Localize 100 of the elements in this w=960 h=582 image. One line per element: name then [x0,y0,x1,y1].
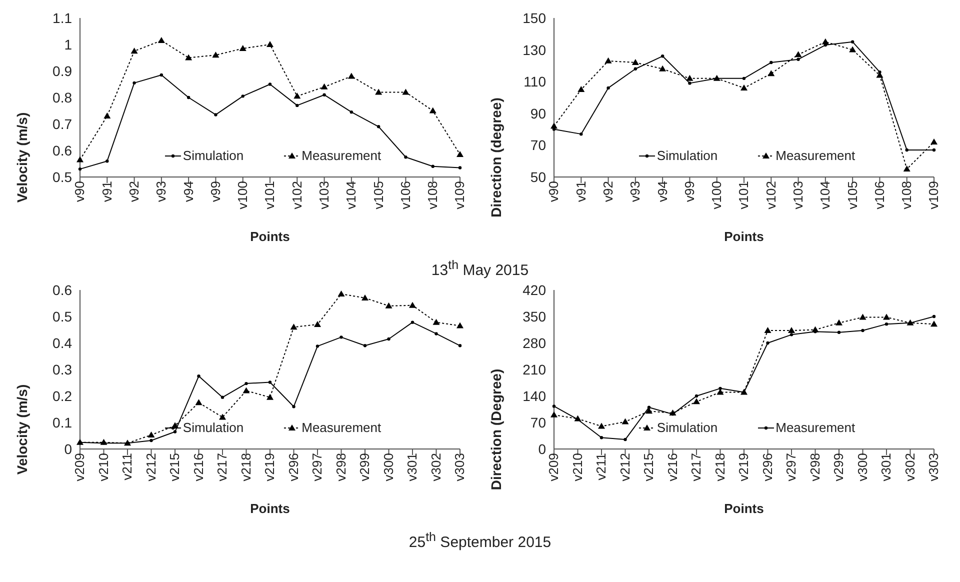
y-tick-label: 0.5 [52,168,72,185]
y-tick-label: 110 [524,74,546,90]
y-axis-title: Velocity (m/s) [14,112,30,203]
x-tick-label: v302 [902,453,918,482]
x-tick-label: v210 [96,453,111,482]
text: 13$^{th}$ May 2015 [430,258,530,280]
x-tick-label: v298 [807,453,822,482]
x-axis-title: Points [250,229,290,244]
x-tick-label: v301 [404,453,420,482]
x-tick-label: v94 [654,181,670,202]
y-tick-label: 1 [64,36,72,52]
y-tick-label: 150 [522,10,546,26]
legend-label: Simulation [182,420,244,435]
x-tick-label: v91 [573,181,588,202]
x-tick-label: v299 [357,453,372,482]
x-tick-label: v104 [818,181,833,210]
y-tick-label: 0.7 [52,116,72,132]
x-tick-label: v104 [344,181,359,210]
x-tick-label: v94 [180,181,196,202]
x-tick-label: v100 [709,181,724,210]
y-tick-label: 0.1 [52,414,72,430]
x-tick-label: v106 [398,181,413,210]
y-axis-title: Direction (Degree) [488,368,504,490]
x-tick-label: v102 [763,181,778,210]
x-tick-label: v108 [425,181,440,210]
x-tick-label: v297 [310,453,325,482]
x-tick-label: v210 [570,453,585,482]
x-tick-label: v109 [926,181,942,210]
y-tick-label: 70 [530,414,546,430]
x-tick-label: v102 [289,181,304,210]
y-tick-label: 130 [522,42,546,58]
y-axis-title: Direction (degree) [488,98,504,218]
x-axis-title: Points [724,229,764,244]
legend-label: Simulation [656,148,718,163]
x-tick-label: v212 [617,453,632,482]
x-tick-label: v302 [428,453,444,482]
y-tick-label: 0.3 [52,361,72,378]
x-tick-label: v101 [736,181,752,210]
x-tick-label: v303 [452,453,468,482]
x-tick-label: v90 [72,181,88,202]
x-tick-label: v99 [208,181,223,202]
legend-label: Simulation [656,420,718,435]
legend-label: Simulation [182,148,244,163]
y-tick-label: 0 [64,440,72,457]
x-tick-label: v93 [628,181,643,202]
x-tick-label: v217 [688,453,704,482]
y-tick-label: 1.1 [52,10,72,26]
x-tick-label: v100 [235,181,250,210]
y-tick-label: 70 [530,137,546,154]
y-tick-label: 0.6 [52,282,72,298]
x-tick-label: v105 [844,181,860,210]
x-axis-title: Points [250,501,290,516]
x-axis-title: Points [724,501,764,516]
x-tick-label: v215 [167,453,182,482]
legend-label: Measurement [300,420,382,435]
y-tick-label: 0.8 [52,89,72,106]
y-tick-label: 140 [522,388,546,404]
y-tick-label: 0.2 [52,388,72,404]
y-tick-label: 0.4 [52,334,72,351]
x-tick-label: v215 [641,453,656,482]
x-tick-label: v101 [262,181,278,210]
x-tick-label: v209 [546,453,562,482]
x-tick-label: v303 [926,453,942,482]
y-tick-label: 0.5 [52,308,72,324]
x-tick-label: v209 [72,453,88,482]
y-tick-label: 0.9 [52,62,72,79]
x-tick-label: v297 [784,453,799,482]
y-axis-title: Velocity (m/s) [14,384,30,475]
y-tick-label: 50 [530,168,546,185]
x-tick-label: v217 [214,453,230,482]
x-tick-label: v216 [664,453,680,482]
x-tick-label: v109 [452,181,468,210]
x-tick-label: v103 [316,181,332,210]
x-tick-label: v90 [546,181,562,202]
y-tick-label: 350 [522,308,546,324]
x-tick-label: v301 [878,453,894,482]
legend-label: Measurement [300,148,382,163]
x-tick-label: v99 [682,181,697,202]
x-tick-label: v300 [854,453,870,482]
y-tick-label: 280 [522,334,546,351]
x-tick-label: v211 [120,453,135,480]
x-tick-label: v211 [594,453,609,480]
x-tick-label: v296 [760,453,775,482]
x-tick-label: v219 [736,453,752,482]
x-tick-label: v300 [380,453,396,482]
y-tick-label: 0.6 [52,142,72,158]
x-tick-label: v299 [831,453,846,482]
x-tick-label: v92 [600,181,616,202]
x-tick-label: v218 [238,453,254,482]
x-tick-label: v216 [190,453,206,482]
x-tick-label: v212 [143,453,158,482]
x-tick-label: v103 [790,181,806,210]
x-tick-label: v108 [899,181,914,210]
x-tick-label: v93 [154,181,169,202]
text: 25$^{th}$ September 2015 [408,530,552,552]
y-tick-label: 90 [530,105,546,122]
legend-label: Measurement [774,420,856,435]
x-tick-label: v105 [370,181,386,210]
y-tick-label: 420 [522,282,546,298]
x-tick-label: v298 [333,453,348,482]
